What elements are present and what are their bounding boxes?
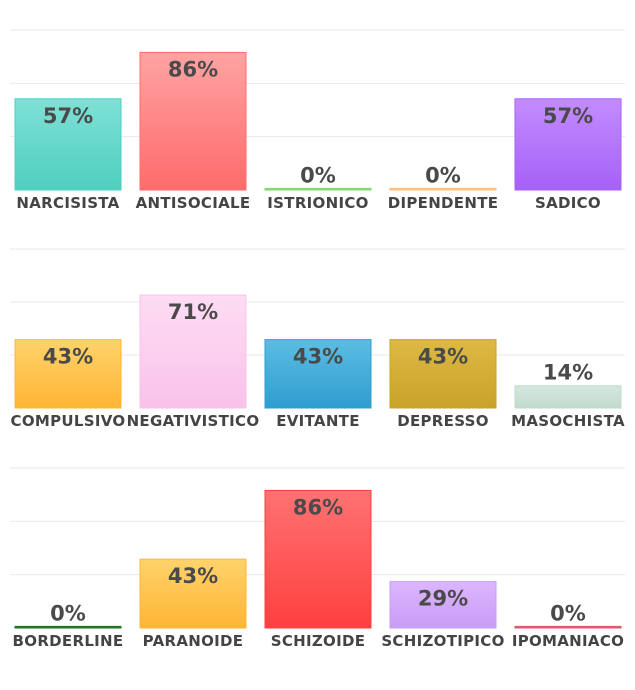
value-label-evitante: 43% (293, 345, 343, 369)
bar-depresso[interactable] (389, 339, 497, 409)
chart-panel-2: 43% COMPULSIVO 71% NEGATIVISTICO 43% EVITANTE… (10, 248, 625, 430)
value-label-antisociale: 86% (168, 57, 218, 81)
bar-schizotipico[interactable] (389, 581, 497, 629)
value-label-paranoide: 43% (168, 564, 218, 588)
value-label-schizoide: 86% (293, 495, 343, 519)
value-label-sadico: 57% (543, 104, 593, 128)
value-label-negativistico: 71% (168, 300, 218, 324)
category-label-compulsivo: COMPULSIVO (11, 412, 126, 430)
value-label-ipomaniaco: 0% (550, 601, 586, 625)
category-label-schizotipico: SCHIZOTIPICO (381, 632, 504, 650)
bar-ipomaniaco[interactable] (514, 625, 622, 629)
category-label-masochista: MASOCHISTA (511, 412, 625, 430)
value-label-masochista: 14% (543, 361, 593, 385)
bar-dipendente[interactable] (389, 187, 497, 191)
category-label-sadico: SADICO (535, 194, 601, 212)
bar-compulsivo[interactable] (14, 339, 122, 409)
value-label-istrionico: 0% (300, 163, 336, 187)
chart-panel-3: 0% BORDERLINE 43% PARANOIDE 86% SCHIZOIDE 29% S… (10, 467, 625, 650)
value-label-schizotipico: 29% (418, 587, 468, 611)
category-label-negativistico: NEGATIVISTICO (127, 412, 260, 430)
value-label-compulsivo: 43% (43, 345, 93, 369)
category-label-antisociale: ANTISOCIALE (136, 194, 251, 212)
bar-schizoide[interactable] (264, 489, 372, 629)
bar-istrionico[interactable] (264, 187, 372, 191)
chart-panel-1: 57% NARCISISTA 86% ANTISOCIALE 0% ISTRIONICO 0… (10, 29, 625, 212)
category-label-dipendente: DIPENDENTE (388, 194, 499, 212)
value-label-narcisista: 57% (43, 104, 93, 128)
category-label-istrionico: ISTRIONICO (267, 194, 368, 212)
bar-masochista[interactable] (514, 385, 622, 409)
bar-negativistico[interactable] (139, 294, 247, 409)
category-label-borderline: BORDERLINE (13, 632, 124, 650)
bar-borderline[interactable] (14, 625, 122, 629)
value-label-borderline: 0% (50, 601, 86, 625)
bar-evitante[interactable] (264, 339, 372, 409)
bar-narcisista[interactable] (14, 98, 122, 191)
category-label-schizoide: SCHIZOIDE (271, 632, 366, 650)
bar-antisociale[interactable] (139, 51, 247, 191)
category-label-ipomaniaco: IPOMANIACO (512, 632, 624, 650)
category-label-narcisista: NARCISISTA (16, 194, 119, 212)
category-label-paranoide: PARANOIDE (143, 632, 244, 650)
bar-sadico[interactable] (514, 98, 622, 191)
value-label-depresso: 43% (418, 345, 468, 369)
category-label-depresso: DEPRESSO (397, 412, 489, 430)
category-label-evitante: EVITANTE (276, 412, 360, 430)
bar-paranoide[interactable] (139, 558, 247, 629)
value-label-dipendente: 0% (425, 163, 461, 187)
